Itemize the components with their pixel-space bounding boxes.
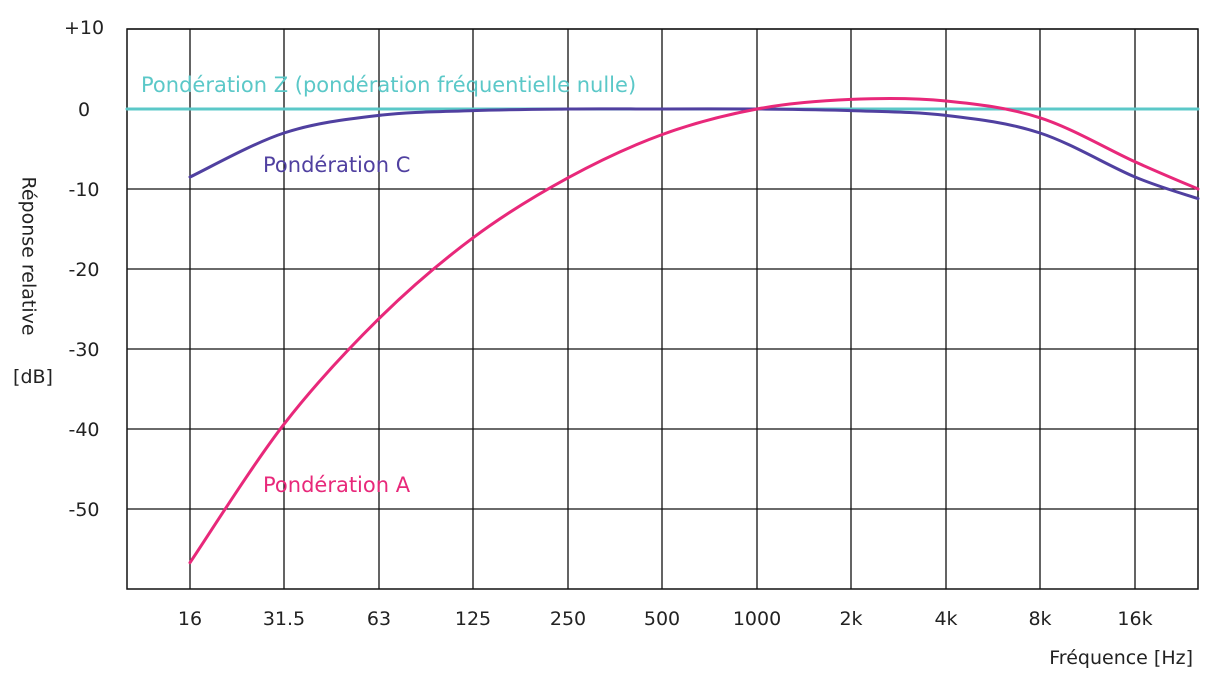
y-tick-label: -20	[68, 259, 99, 281]
y-axis-title: Réponse relative	[18, 176, 40, 335]
vertical-gridlines	[189, 29, 1136, 589]
y-tick-label: 0	[78, 99, 90, 121]
plot-frame	[126, 28, 1199, 590]
y-tick-labels: +10 0 -10 -20 -30 -40 -50	[64, 17, 104, 521]
x-tick-label: 250	[550, 608, 586, 630]
y-tick-label: -50	[68, 499, 99, 521]
x-axis-title: Fréquence [Hz]	[1049, 647, 1193, 669]
x-tick-label: 125	[455, 608, 491, 630]
x-tick-label: 1000	[733, 608, 781, 630]
y-axis-unit: [dB]	[13, 366, 53, 388]
series-label-z: Pondération Z (pondération fréquentielle…	[141, 73, 636, 97]
y-tick-label: +10	[64, 17, 104, 39]
x-tick-label: 8k	[1028, 608, 1051, 630]
y-tick-label: -40	[68, 419, 99, 441]
x-tick-label: 63	[367, 608, 391, 630]
series-line-c	[188, 107, 1200, 201]
x-tick-label: 4k	[934, 608, 957, 630]
series-label-a: Pondération A	[263, 473, 411, 497]
series-lines	[125, 97, 1200, 565]
x-tick-label: 16k	[1117, 608, 1152, 630]
x-tick-label: 31.5	[263, 608, 305, 630]
x-tick-label: 2k	[839, 608, 862, 630]
y-tick-label: -10	[68, 179, 99, 201]
x-tick-label: 16	[178, 608, 202, 630]
series-line-a	[188, 97, 1200, 565]
x-tick-labels: 16 31.5 63 125 250 500 1000 2k 4k 8k 16k	[178, 608, 1153, 630]
x-tick-label: 500	[644, 608, 680, 630]
series-label-c: Pondération C	[263, 153, 410, 177]
y-tick-label: -30	[68, 339, 99, 361]
